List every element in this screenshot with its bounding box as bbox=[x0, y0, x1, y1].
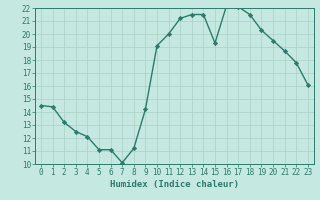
X-axis label: Humidex (Indice chaleur): Humidex (Indice chaleur) bbox=[110, 180, 239, 189]
